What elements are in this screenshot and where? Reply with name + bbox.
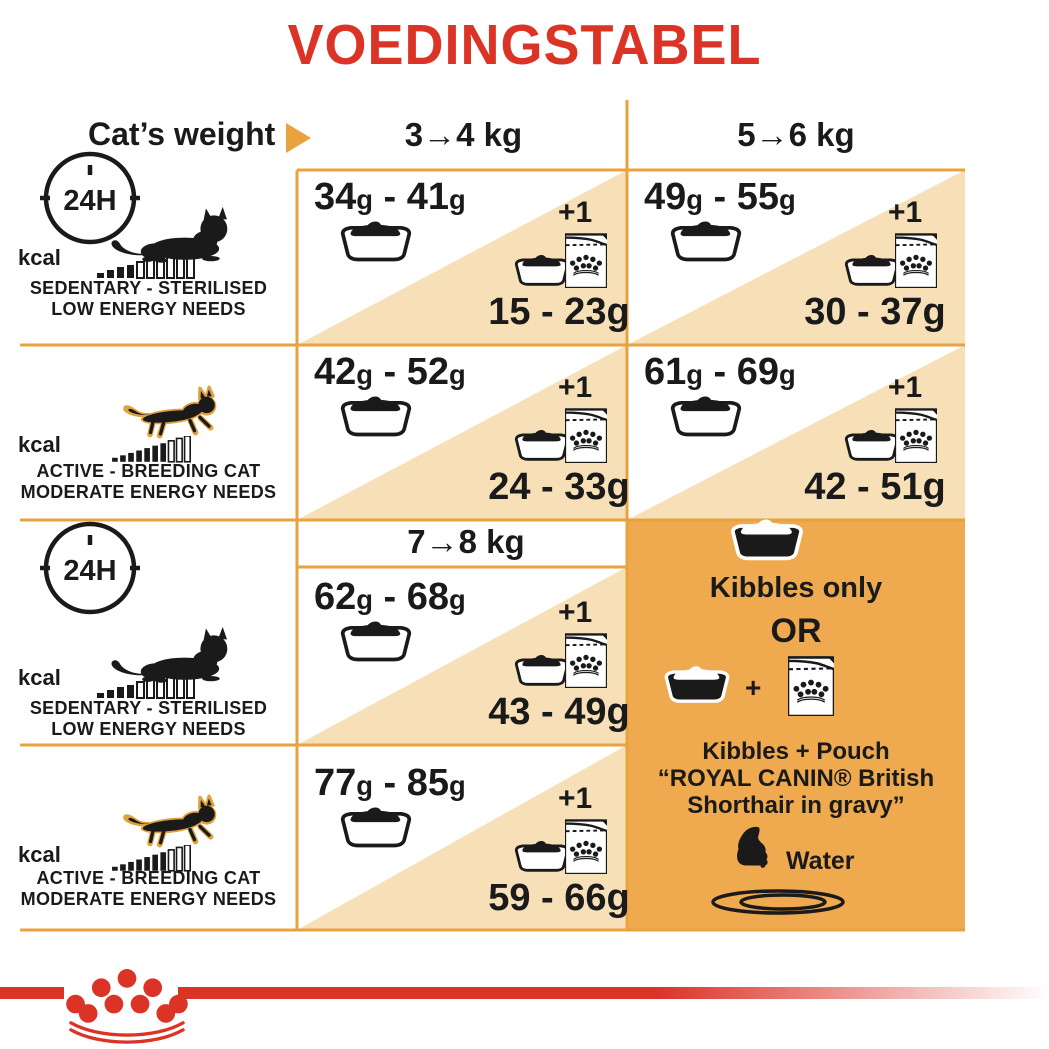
svg-text:24H: 24H (63, 555, 116, 587)
